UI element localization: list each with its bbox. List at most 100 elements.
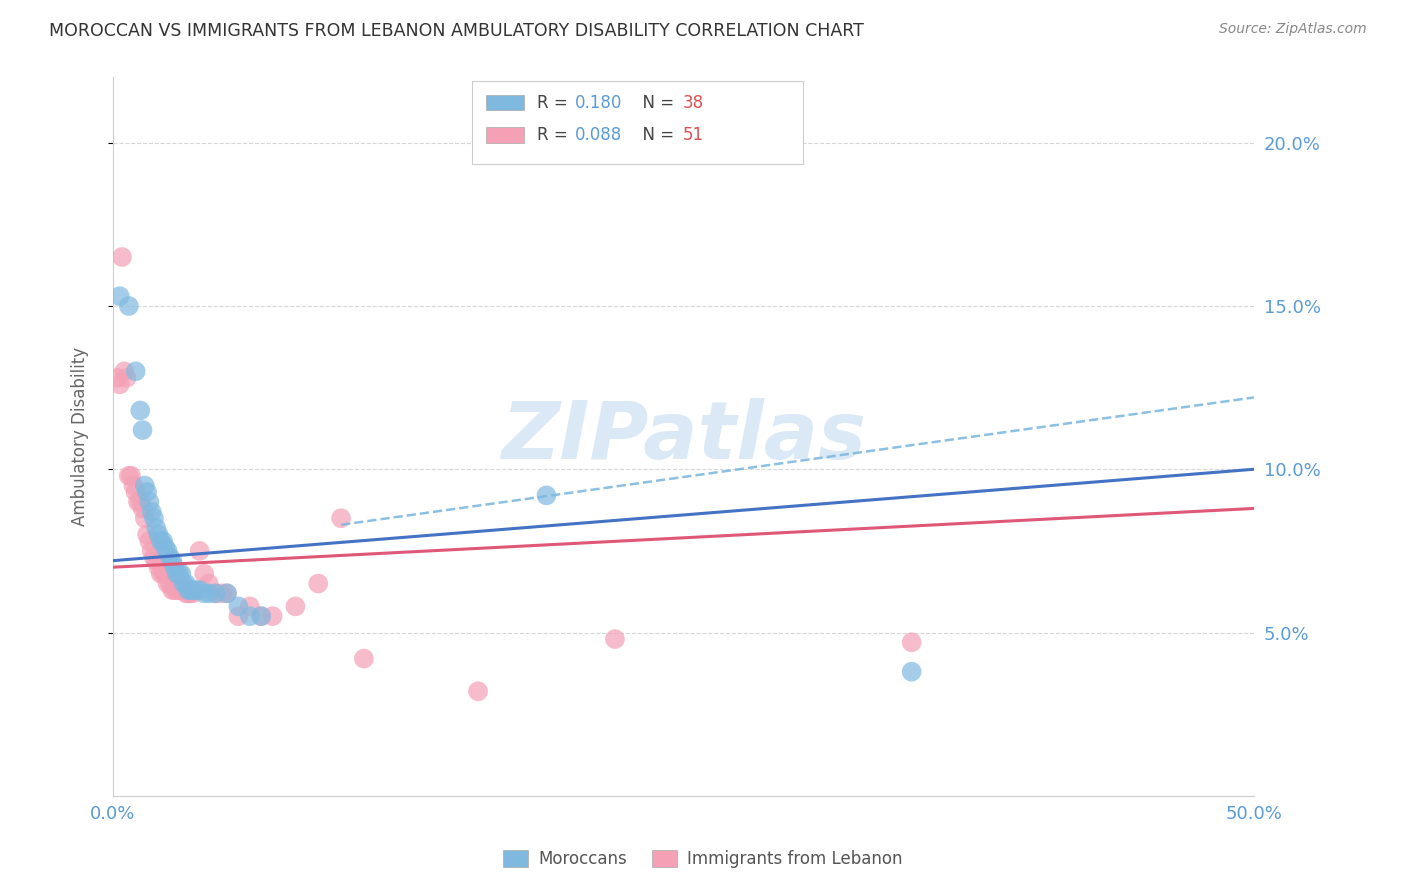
Point — [188, 582, 211, 597]
Point — [184, 582, 207, 597]
Text: Source: ZipAtlas.com: Source: ZipAtlas.com — [1219, 22, 1367, 37]
Point — [250, 609, 273, 624]
Point — [166, 582, 188, 597]
Point — [197, 586, 219, 600]
Text: 38: 38 — [682, 94, 703, 112]
Point — [124, 364, 146, 378]
Point — [163, 560, 186, 574]
Point — [159, 550, 181, 565]
Point — [138, 495, 160, 509]
Point — [179, 582, 201, 597]
Point — [307, 576, 329, 591]
Point — [900, 665, 922, 679]
Point — [124, 485, 146, 500]
Point — [204, 586, 226, 600]
Text: ZIPatlas: ZIPatlas — [501, 398, 866, 475]
Text: R =: R = — [537, 94, 574, 112]
Point — [173, 582, 195, 597]
Text: 51: 51 — [682, 126, 703, 144]
Point — [250, 609, 273, 624]
Point — [142, 550, 165, 565]
Point — [136, 485, 159, 500]
Point — [166, 566, 188, 581]
Point — [536, 488, 558, 502]
Point — [127, 495, 149, 509]
Point — [262, 609, 284, 624]
Y-axis label: Ambulatory Disability: Ambulatory Disability — [72, 347, 89, 526]
Point — [149, 566, 172, 581]
Point — [215, 586, 238, 600]
Point — [353, 651, 375, 665]
Point — [149, 534, 172, 549]
Point — [211, 586, 233, 600]
Point — [193, 586, 215, 600]
Point — [330, 511, 353, 525]
Point — [145, 521, 167, 535]
Point — [118, 299, 141, 313]
Text: N =: N = — [633, 126, 679, 144]
Point — [173, 576, 195, 591]
Point — [239, 599, 262, 614]
Point — [215, 586, 238, 600]
Point — [197, 576, 219, 591]
Text: MOROCCAN VS IMMIGRANTS FROM LEBANON AMBULATORY DISABILITY CORRELATION CHART: MOROCCAN VS IMMIGRANTS FROM LEBANON AMBU… — [49, 22, 865, 40]
Point — [284, 599, 307, 614]
Point — [167, 582, 190, 597]
Point — [167, 566, 190, 581]
Point — [239, 609, 262, 624]
Point — [159, 576, 181, 591]
Point — [467, 684, 489, 698]
Point — [177, 586, 200, 600]
FancyBboxPatch shape — [486, 95, 523, 111]
Point — [129, 403, 152, 417]
Point — [120, 468, 142, 483]
Point — [148, 560, 170, 574]
Point — [141, 544, 163, 558]
Point — [204, 586, 226, 600]
Point — [900, 635, 922, 649]
Point — [131, 423, 153, 437]
Point — [141, 505, 163, 519]
Point — [134, 478, 156, 492]
Point — [156, 544, 179, 558]
Point — [603, 632, 626, 646]
Point — [170, 582, 193, 597]
Point — [181, 582, 204, 597]
Point — [160, 582, 183, 597]
Point — [108, 377, 131, 392]
Point — [134, 511, 156, 525]
Point — [155, 541, 177, 555]
Point — [129, 495, 152, 509]
Point — [138, 534, 160, 549]
Point — [122, 478, 145, 492]
Point — [170, 566, 193, 581]
Point — [155, 566, 177, 581]
Point — [131, 501, 153, 516]
Point — [156, 576, 179, 591]
FancyBboxPatch shape — [472, 81, 803, 163]
Point — [228, 609, 250, 624]
Point — [108, 289, 131, 303]
Text: 0.088: 0.088 — [575, 126, 623, 144]
Text: 0.180: 0.180 — [575, 94, 623, 112]
Point — [148, 527, 170, 541]
Point — [174, 586, 197, 600]
Point — [142, 511, 165, 525]
Point — [107, 371, 129, 385]
Point — [228, 599, 250, 614]
Point — [115, 371, 138, 385]
Point — [152, 566, 174, 581]
Point — [174, 576, 197, 591]
Point — [111, 250, 134, 264]
Point — [118, 468, 141, 483]
Point — [112, 364, 135, 378]
Text: R =: R = — [537, 126, 574, 144]
Legend: Moroccans, Immigrants from Lebanon: Moroccans, Immigrants from Lebanon — [496, 843, 910, 875]
Point — [193, 566, 215, 581]
Point — [152, 534, 174, 549]
Point — [163, 582, 186, 597]
FancyBboxPatch shape — [486, 127, 523, 143]
Point — [160, 554, 183, 568]
Point — [181, 586, 204, 600]
Text: N =: N = — [633, 94, 679, 112]
